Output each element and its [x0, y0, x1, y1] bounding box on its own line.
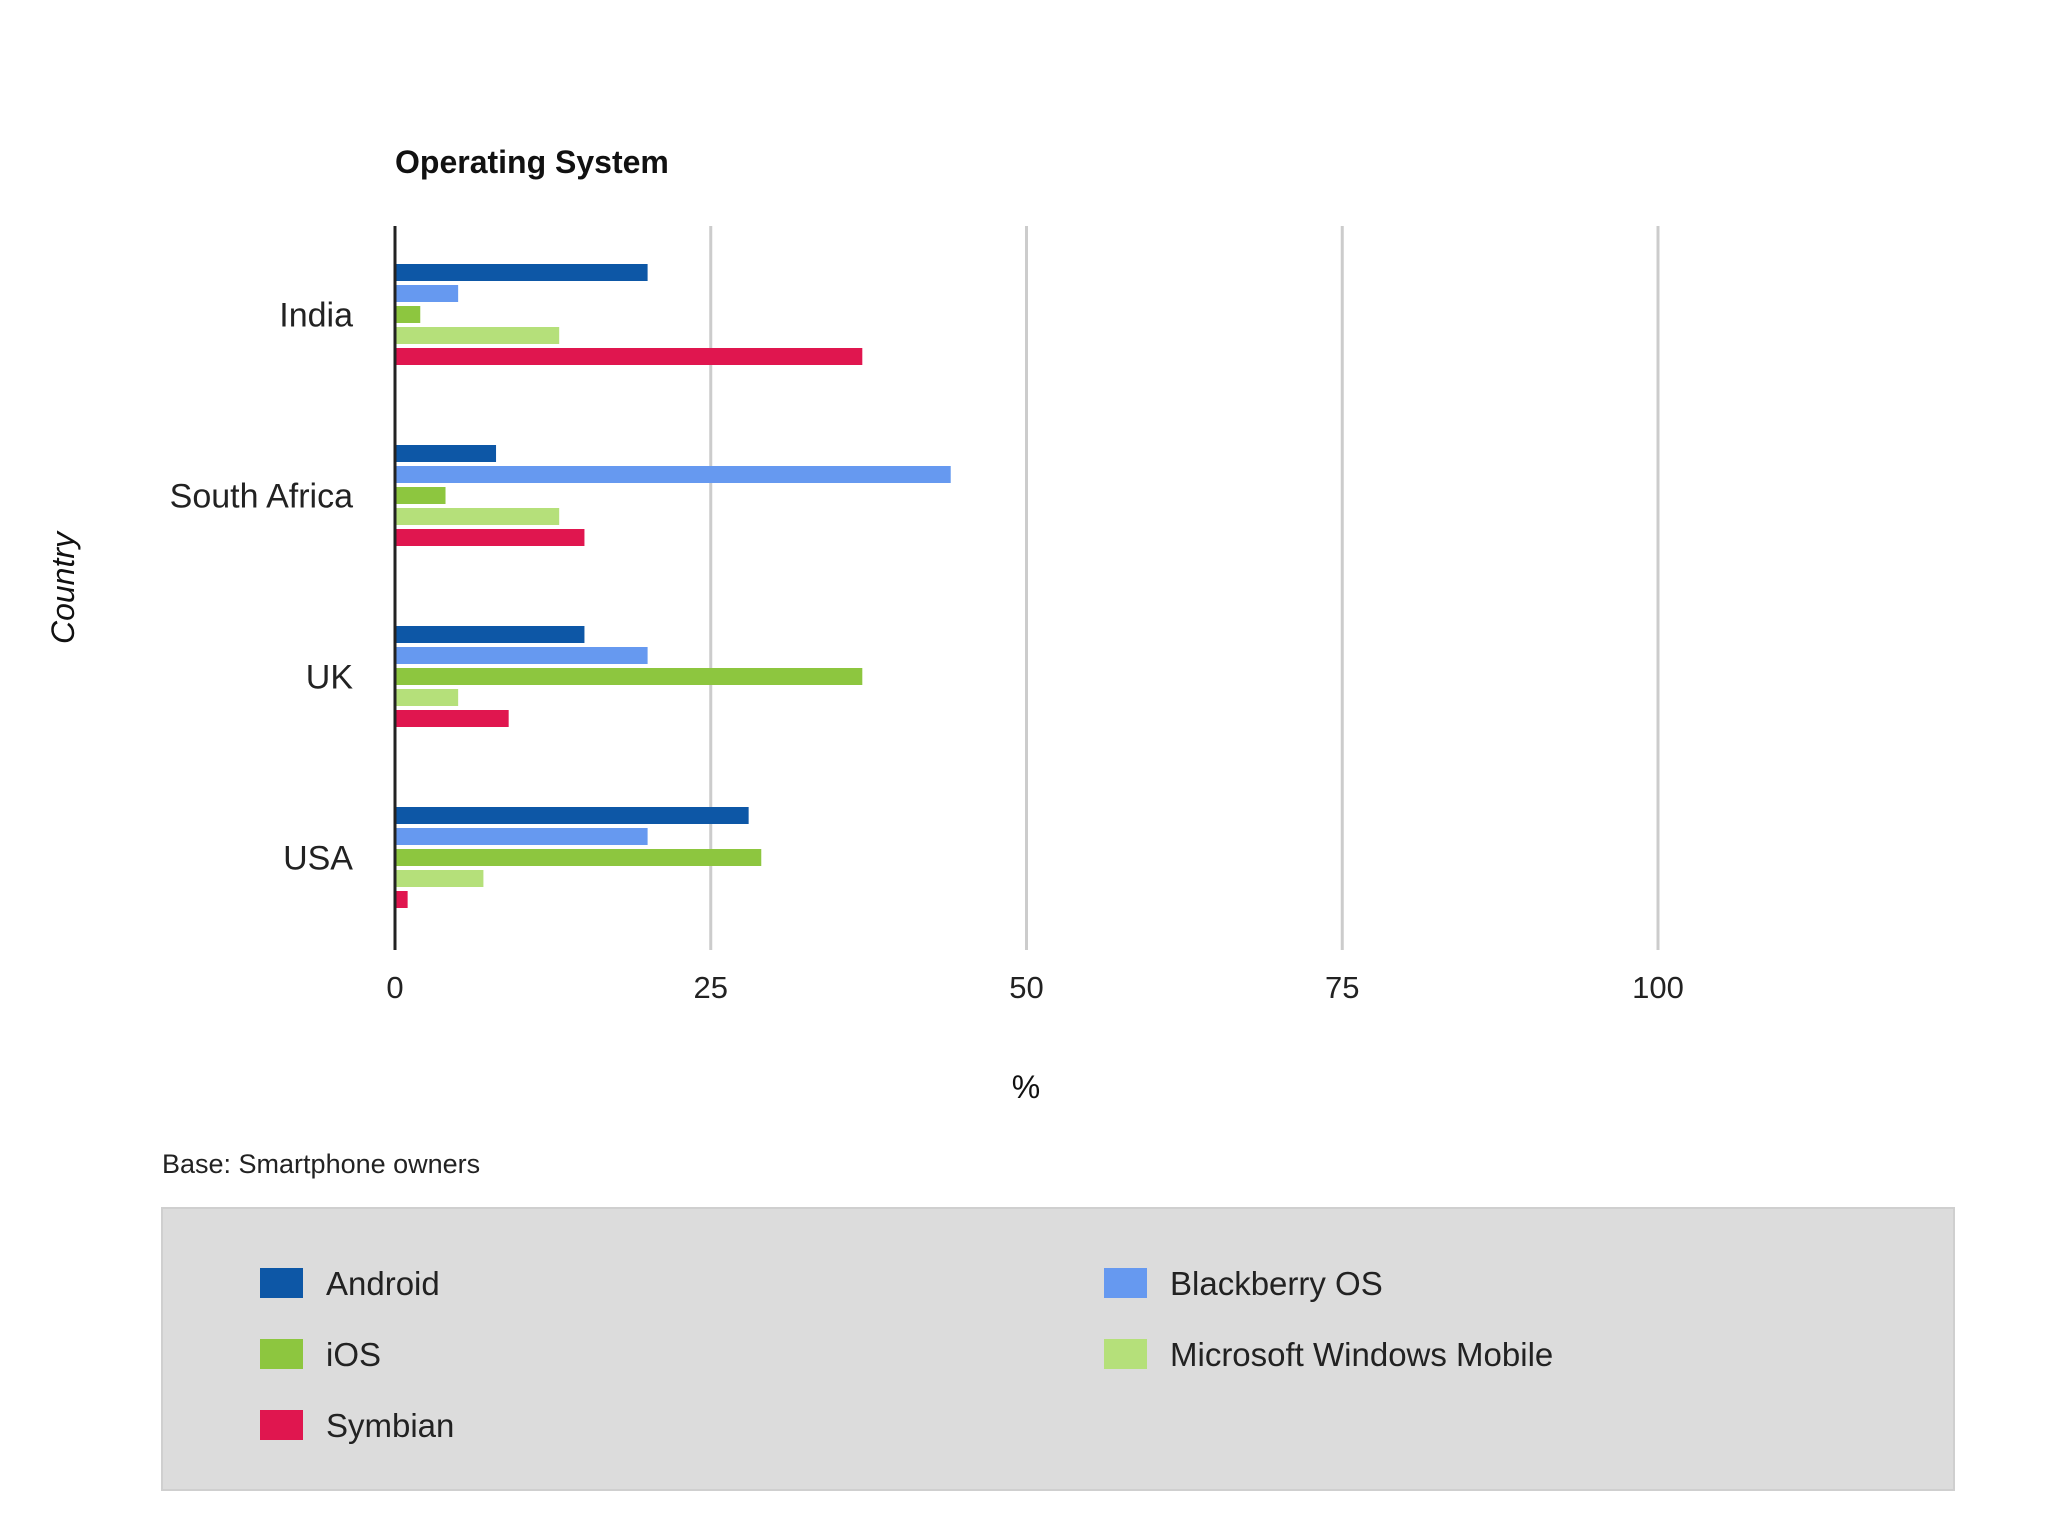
bar-south-africa-ios	[395, 487, 446, 504]
category-label: South Africa	[170, 478, 353, 516]
legend-swatch	[260, 1339, 303, 1369]
x-tick-label: 100	[1632, 970, 1684, 1005]
category-labels: India South Africa UK USA	[170, 297, 354, 878]
gridlines	[709, 226, 1660, 950]
bar-usa-symbian	[395, 891, 408, 908]
chart-title: Operating System	[395, 144, 669, 180]
x-axis-title: %	[1012, 1069, 1040, 1105]
legend-label: Blackberry OS	[1170, 1265, 1383, 1302]
bar-usa-blackberry-os	[395, 828, 648, 845]
legend-label: Symbian	[326, 1407, 454, 1444]
bar-uk-microsoft-windows-mobile	[395, 689, 459, 706]
x-tick-label: 75	[1325, 970, 1359, 1005]
x-tick-label: 50	[1009, 970, 1043, 1005]
bar-uk-blackberry-os	[395, 647, 648, 664]
legend-swatch	[260, 1268, 303, 1298]
legend-swatch	[1104, 1339, 1147, 1369]
bar-south-africa-microsoft-windows-mobile	[395, 508, 560, 525]
x-tick-label: 25	[694, 970, 728, 1005]
bar-south-africa-blackberry-os	[395, 466, 951, 483]
legend-label: iOS	[326, 1336, 381, 1373]
bar-usa-android	[395, 807, 749, 824]
bar-india-blackberry-os	[395, 285, 459, 302]
x-tick-labels: 0 25 50 75 100	[386, 970, 1683, 1005]
legend-box	[161, 1207, 1955, 1491]
bars	[395, 264, 951, 908]
bar-india-ios	[395, 306, 421, 323]
bar-india-android	[395, 264, 648, 281]
y-axis-title: Country	[45, 530, 81, 644]
bar-uk-ios	[395, 668, 863, 685]
category-label: UK	[306, 659, 354, 697]
bar-uk-android	[395, 626, 585, 643]
bar-uk-symbian	[395, 710, 509, 727]
legend-label: Android	[326, 1265, 440, 1302]
bar-india-microsoft-windows-mobile	[395, 327, 560, 344]
x-tick-label: 0	[386, 970, 403, 1005]
bar-usa-microsoft-windows-mobile	[395, 870, 484, 887]
legend-swatch	[260, 1410, 303, 1440]
bar-usa-ios	[395, 849, 762, 866]
category-label: India	[279, 297, 353, 335]
legend-label: Microsoft Windows Mobile	[1170, 1336, 1553, 1373]
bar-south-africa-android	[395, 445, 497, 462]
base-note: Base: Smartphone owners	[162, 1149, 480, 1179]
legend: Android Blackberry OS iOS Microsoft Windows…	[260, 1265, 1553, 1444]
legend-swatch	[1104, 1268, 1147, 1298]
category-label: USA	[283, 840, 353, 878]
bar-south-africa-symbian	[395, 529, 585, 546]
bar-india-symbian	[395, 348, 863, 365]
